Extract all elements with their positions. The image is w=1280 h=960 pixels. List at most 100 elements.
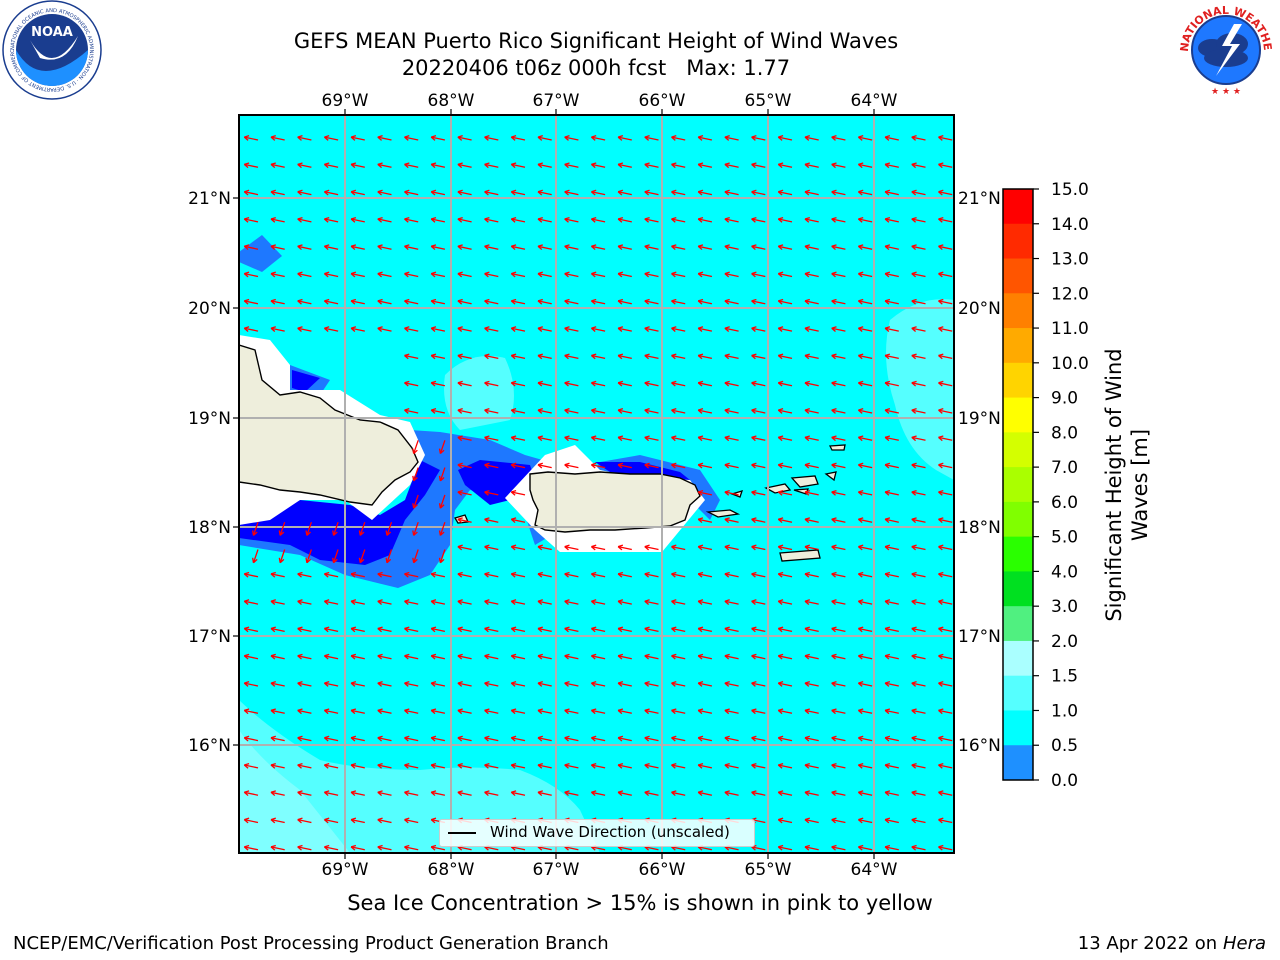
wave-direction-arrow [457,545,472,551]
wind-wave-direction-arrows [243,135,953,851]
wave-direction-arrow [386,521,393,536]
wave-direction-arrow [564,272,579,278]
wave-direction-arrow [724,464,739,469]
wave-direction-arrow [644,464,659,469]
wave-direction-arrow [751,491,766,496]
wave-direction-arrow [884,136,899,141]
wave-direction-arrow [431,600,446,605]
wave-direction-arrow [884,655,899,660]
colorbar-band [1003,397,1033,433]
wave-direction-arrow [324,218,339,223]
wave-direction-arrow [911,354,926,360]
wave-direction-arrow [831,382,846,387]
wave-direction-arrow [938,518,953,523]
wave-direction-arrow [511,737,526,742]
wave-direction-arrow [297,300,312,305]
wave-direction-arrow [350,163,365,168]
wave-direction-arrow [457,136,472,141]
sea-ice-caption: Sea Ice Concentration > 15% is shown in … [347,891,933,915]
wave-direction-arrow [564,545,579,551]
wave-direction-arrow [778,709,793,714]
wave-direction-arrow [350,737,365,742]
wave-direction-arrow [831,409,846,414]
wave-direction-arrow [778,136,793,141]
wave-direction-arrow [911,737,926,742]
wave-direction-arrow [671,191,686,196]
wave-direction-arrow [644,791,659,796]
wave-direction-arrow [724,327,739,332]
wave-direction-arrow [644,300,659,305]
wave-direction-arrow [431,327,446,332]
wave-direction-arrow [377,764,392,769]
wave-direction-arrow [377,627,392,633]
wave-direction-arrow [324,136,339,141]
wave-direction-arrow [564,627,579,633]
wave-direction-arrow [778,573,793,578]
wave-direction-arrow [484,655,499,660]
wave-direction-arrow [511,545,526,551]
wave-direction-arrow [350,245,365,250]
wave-direction-arrow [911,682,926,687]
wave-direction-arrow [511,436,526,441]
wave-direction-arrow [270,600,285,605]
wave-direction-arrow [564,709,579,714]
colorbar-tick-label: 2.0 [1051,632,1078,652]
wave-direction-arrow [724,300,739,305]
wave-direction-arrow [858,354,873,360]
wave-direction-arrow [279,549,286,563]
wave-direction-arrow [244,791,259,796]
wave-direction-arrow [431,846,446,851]
wave-direction-arrow [324,600,339,605]
wave-direction-arrow [591,600,606,605]
wave-direction-arrow [591,382,606,387]
wave-direction-arrow [884,600,899,605]
wave-direction-arrow [484,491,499,496]
wave-direction-arrow [270,627,285,633]
wave-direction-arrow [831,464,846,469]
wave-direction-arrow [617,737,632,742]
wave-direction-arrow [297,627,312,633]
wave-direction-arrow [911,409,926,414]
wave-direction-arrow [724,545,739,551]
wave-direction-arrow [386,549,393,563]
wave-direction-arrow [404,573,419,578]
wave-direction-arrow [431,655,446,660]
wave-direction-arrow [404,709,419,714]
wave-direction-arrow [484,191,499,196]
colorbar-band [1003,745,1033,781]
wave-direction-arrow [911,191,926,196]
wave-direction-arrow [377,682,392,687]
wave-direction-arrow [359,521,366,536]
wave-direction-arrow [484,300,499,305]
wave-direction-arrow [858,464,873,469]
wave-direction-arrow [270,682,285,687]
wave-direction-arrow [858,573,873,578]
wave-direction-arrow [698,436,713,441]
wave-direction-arrow [484,382,499,387]
lon-label-bottom: 68°W [428,860,475,880]
wave-direction-arrow [564,382,579,387]
wave-direction-arrow [377,327,392,332]
wave-direction-arrow [724,682,739,687]
wave-direction-arrow [804,655,819,660]
chart-subtitle: 20220406 t06z 000h fcst Max: 1.77 [401,56,791,80]
wave-direction-arrow [804,272,819,278]
wave-direction-arrow [591,545,606,551]
wave-direction-arrow [884,409,899,414]
wave-direction-arrow [858,272,873,278]
wave-direction-arrow [724,409,739,414]
wave-direction-arrow [413,521,419,536]
footer-organization: NCEP/EMC/Verification Post Processing Pr… [13,933,609,954]
wave-direction-arrow [457,600,472,605]
wave-direction-arrow [270,818,285,824]
wave-direction-arrow [778,737,793,742]
wave-direction-arrow [884,518,899,523]
wave-direction-arrow [511,245,526,250]
wave-direction-arrow [884,791,899,796]
wave-direction-arrow [938,573,953,578]
wave-direction-arrow [324,245,339,250]
wave-direction-arrow [564,245,579,250]
wave-direction-arrow [564,436,579,441]
wave-direction-arrow [591,573,606,578]
wave-direction-arrow [439,549,446,563]
